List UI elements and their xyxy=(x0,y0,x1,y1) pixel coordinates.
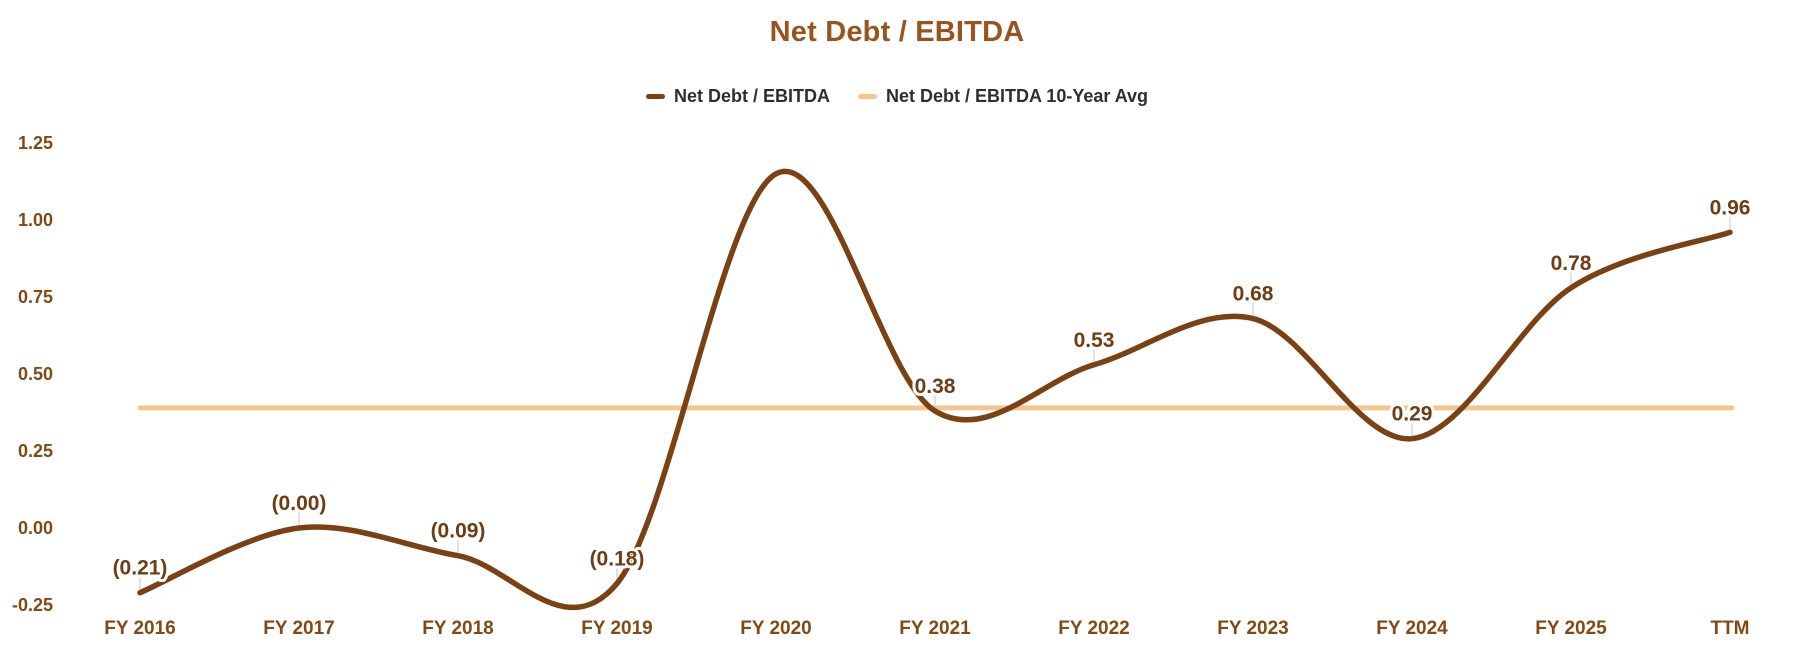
point-data-label: 0.78 xyxy=(1551,252,1592,275)
y-axis-tick-label: 1.25 xyxy=(18,133,53,153)
x-axis-category-label: FY 2023 xyxy=(1217,618,1288,639)
legend-swatch-net-debt-ebitda-icon xyxy=(645,94,665,99)
point-data-label: 0.38 xyxy=(915,375,956,398)
net-debt-series-curve xyxy=(137,168,1733,611)
point-data-label: (0.18) xyxy=(590,547,645,570)
x-axis-category-label: FY 2022 xyxy=(1058,618,1129,639)
x-axis-category-label: FY 2021 xyxy=(899,618,971,639)
point-data-label: (0.00) xyxy=(272,492,327,515)
point-data-label: (0.21) xyxy=(113,557,168,580)
y-axis-tick-label: 1.00 xyxy=(18,210,53,230)
x-axis-category-label: FY 2025 xyxy=(1535,618,1607,639)
point-data-label: 0.53 xyxy=(1074,329,1115,352)
x-axis-category-label: FY 2016 xyxy=(104,618,175,639)
legend: Net Debt / EBITDA Net Debt / EBITDA 10-Y… xyxy=(0,86,1794,107)
x-axis-category-label: FY 2024 xyxy=(1376,618,1448,639)
x-axis-category-label: TTM xyxy=(1710,618,1749,639)
point-data-label: 0.96 xyxy=(1710,196,1751,219)
point-data-label: (0.09) xyxy=(431,520,486,543)
x-axis-category-label: FY 2018 xyxy=(422,618,493,639)
y-axis-tick-label: 0.25 xyxy=(18,441,53,461)
legend-item-label: Net Debt / EBITDA xyxy=(673,86,830,106)
chart-title: Net Debt / EBITDA xyxy=(769,16,1025,48)
legend-item-label: Net Debt / EBITDA 10-Year Avg xyxy=(885,86,1149,106)
x-axis-category-label: FY 2019 xyxy=(581,618,652,639)
point-data-label: 0.29 xyxy=(1392,403,1433,426)
x-axis-category-label: FY 2020 xyxy=(740,618,811,639)
point-data-label: 0.68 xyxy=(1233,283,1274,306)
legend-item-ten-year-avg[interactable]: Net Debt / EBITDA 10-Year Avg xyxy=(857,86,1149,107)
x-axis-category-label: FY 2017 xyxy=(263,618,334,639)
y-axis-tick-label: 0.50 xyxy=(18,364,53,384)
y-axis-tick-label: 0.75 xyxy=(18,287,53,307)
y-axis-tick-label: 0.00 xyxy=(18,518,53,538)
legend-swatch-ten-year-avg-icon xyxy=(857,94,877,99)
y-axis-tick-label: -0.25 xyxy=(12,595,53,615)
legend-item-net-debt-ebitda[interactable]: Net Debt / EBITDA xyxy=(645,86,830,107)
